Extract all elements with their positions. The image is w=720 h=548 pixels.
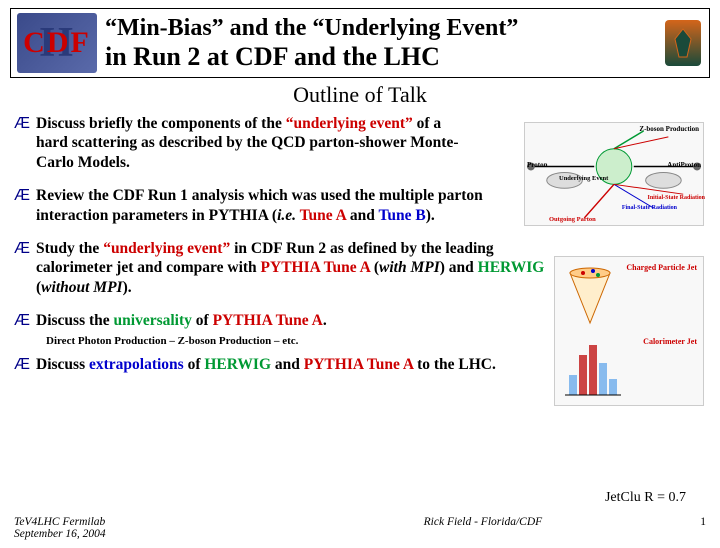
- bullet-marker-icon: Æ: [14, 311, 36, 331]
- fig1-proton-label: Proton: [527, 161, 547, 169]
- title-bar: II CDF “Min-Bias” and the “Underlying Ev…: [10, 8, 710, 78]
- florida-logo: [665, 20, 701, 66]
- title-line1: “Min-Bias” and the “Underlying Event”: [105, 15, 665, 42]
- bullet-marker-icon: Æ: [14, 186, 36, 225]
- footer-author: Rick Field - Florida/CDF: [290, 516, 676, 540]
- footer-left: TeV4LHC Fermilab September 16, 2004: [14, 516, 290, 540]
- calorimeter-jet-icon: [565, 335, 621, 399]
- logo-front-text: CDF: [23, 26, 91, 60]
- subtitle: Outline of Talk: [0, 82, 720, 108]
- bullet-text: Discuss briefly the components of the “u…: [36, 114, 466, 172]
- fig2-calorimeter-jet-label: Calorimeter Jet: [643, 337, 697, 346]
- footer-venue: TeV4LHC Fermilab: [14, 516, 290, 528]
- footer: TeV4LHC Fermilab September 16, 2004 Rick…: [0, 516, 720, 540]
- fig1-finalstate-label: Final-State Radiation: [622, 205, 677, 211]
- footer-page: 1: [676, 516, 706, 540]
- cdf-logo: II CDF: [17, 13, 97, 73]
- figure-zboson-production: Z-boson Production Proton AntiProton Und…: [524, 122, 704, 226]
- particle-jet-icon: [565, 263, 615, 329]
- bullet-text: Review the CDF Run 1 analysis which was …: [36, 186, 536, 225]
- bullet-text: Study the “underlying event” in CDF Run …: [36, 239, 566, 297]
- fig1-antiproton-label: AntiProton: [667, 161, 701, 169]
- fig1-outgoing-label: Outgoing Parton: [549, 216, 596, 223]
- fig1-initialstate-label: Initial-State Radiation: [647, 195, 705, 201]
- title-line2: in Run 2 at CDF and the LHC: [105, 42, 665, 72]
- title-text: “Min-Bias” and the “Underlying Event” in…: [97, 15, 665, 72]
- bullet-marker-icon: Æ: [14, 239, 36, 297]
- bullet-marker-icon: Æ: [14, 114, 36, 172]
- footer-date: September 16, 2004: [14, 528, 290, 540]
- bullet-text: Discuss the universality of PYTHIA Tune …: [36, 311, 596, 331]
- bullet-text: Discuss extrapolations of HERWIG and PYT…: [36, 355, 596, 375]
- bullet-marker-icon: Æ: [14, 355, 36, 375]
- figure-jets: Charged Particle Jet Calorimeter Jet: [554, 256, 704, 406]
- jetclu-label: JetClu R = 0.7: [605, 490, 686, 506]
- fig2-particle-jet-label: Charged Particle Jet: [626, 263, 697, 272]
- fig1-underlying-label: Underlying Event: [559, 175, 608, 182]
